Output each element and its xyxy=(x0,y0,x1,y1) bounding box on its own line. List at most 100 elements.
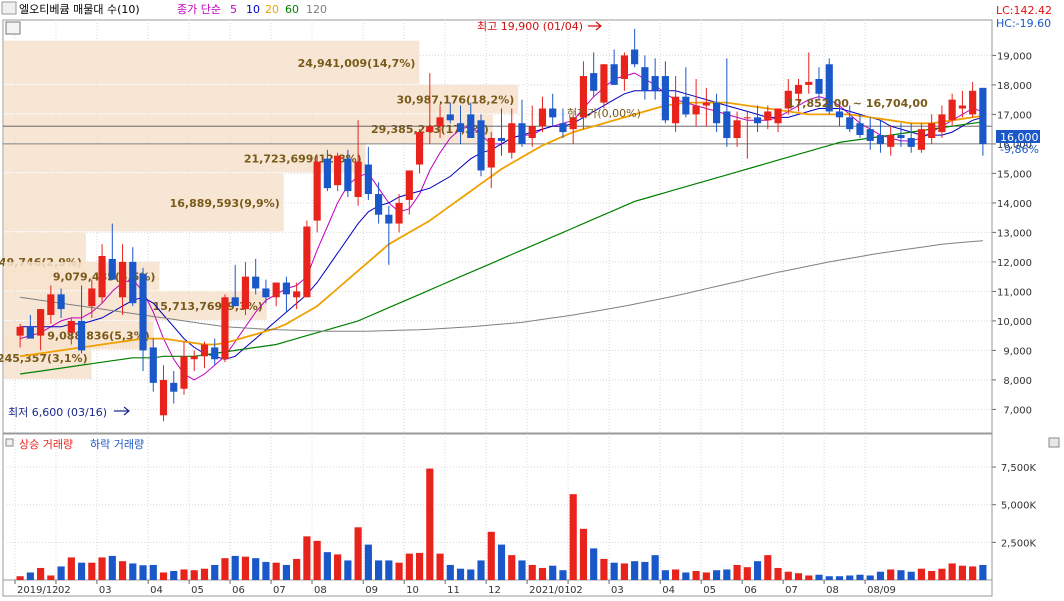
volume-bar xyxy=(897,570,905,580)
menu-icon[interactable] xyxy=(1,1,17,15)
volume-bar xyxy=(211,564,219,580)
candle-body xyxy=(948,99,956,121)
candle-body xyxy=(569,117,577,130)
candle xyxy=(641,55,649,100)
volume-bar xyxy=(764,555,772,580)
volume-bar xyxy=(805,575,813,580)
volume-profile-band xyxy=(4,84,519,114)
candle xyxy=(538,96,547,133)
candle xyxy=(866,117,874,150)
candle xyxy=(692,79,700,127)
volume-bar xyxy=(938,568,946,580)
candle xyxy=(26,315,34,339)
candle-body xyxy=(518,123,526,144)
candle-body xyxy=(702,102,710,106)
candle-body xyxy=(958,105,966,109)
volume-bar xyxy=(487,531,495,580)
candle-body xyxy=(897,135,905,138)
candle-body xyxy=(784,90,792,109)
volume-bar xyxy=(948,563,956,580)
candle-body xyxy=(528,126,536,138)
pane-maximize-icon[interactable] xyxy=(1048,437,1060,448)
candle xyxy=(129,247,137,307)
x-tick-label: 03 xyxy=(99,585,112,596)
candle-body xyxy=(323,158,331,189)
ma-line-20 xyxy=(19,101,984,358)
candle-body xyxy=(446,114,454,121)
volume-bar xyxy=(723,569,731,580)
volume-bar xyxy=(26,572,34,580)
volume-bar xyxy=(518,560,526,580)
volume-bar xyxy=(272,562,280,580)
candle-body xyxy=(866,129,874,141)
candle xyxy=(190,350,198,372)
candle-body xyxy=(600,64,608,103)
candle-body xyxy=(108,258,116,280)
candle-body xyxy=(753,117,762,124)
candle-body xyxy=(170,382,178,392)
volume-bar xyxy=(569,494,577,580)
candle xyxy=(938,105,946,138)
volume-bar xyxy=(139,565,147,580)
candle-body xyxy=(190,356,198,360)
candle-body xyxy=(313,161,321,221)
price-tick-label: 11,000 xyxy=(997,287,1032,298)
candle xyxy=(37,309,45,351)
candle xyxy=(303,220,311,298)
volume-bar xyxy=(846,575,854,580)
candle xyxy=(508,108,516,159)
x-tick-label: 02 xyxy=(570,585,583,596)
current-change-label: -9,86% xyxy=(1000,143,1039,156)
candle-body xyxy=(37,309,45,336)
volume-bar xyxy=(610,562,618,580)
volume-profile-label: 21,723,699(12,8%) xyxy=(244,153,362,166)
current-price-label: 16,000 xyxy=(1000,131,1039,144)
volume-bar xyxy=(57,566,65,580)
volume-profile-band xyxy=(4,40,420,84)
volume-bar xyxy=(631,561,639,580)
volume-bar xyxy=(98,557,106,580)
x-tick-label: 11 xyxy=(447,585,460,596)
candle-body xyxy=(477,120,485,171)
volume-bar xyxy=(415,552,424,580)
candle-body xyxy=(549,108,557,118)
volume-bar xyxy=(835,576,844,580)
candle-body xyxy=(415,132,424,165)
volume-bar xyxy=(928,570,936,580)
candle xyxy=(825,58,833,115)
candle xyxy=(846,105,854,133)
candle-body xyxy=(682,96,690,115)
candle xyxy=(794,79,803,112)
candle-body xyxy=(733,120,741,138)
volume-bar xyxy=(866,575,874,580)
grid-icon[interactable] xyxy=(5,21,21,35)
x-tick-label: 07 xyxy=(785,585,798,596)
volume-bar xyxy=(334,554,342,580)
candle-body xyxy=(129,261,137,304)
candle-body xyxy=(159,379,168,416)
candle-body xyxy=(487,138,495,168)
price-tick-label: 17,000 xyxy=(997,110,1032,121)
candle xyxy=(497,108,506,156)
volume-bar xyxy=(825,576,833,580)
x-tick-label: 08 xyxy=(314,585,327,596)
price-tick-label: 12,000 xyxy=(997,258,1032,269)
candle-body xyxy=(723,111,731,138)
candle-body xyxy=(118,261,127,298)
candle xyxy=(969,81,977,118)
current-band-label: 현재가(0,00%) xyxy=(567,107,641,120)
x-tick-label: 06 xyxy=(232,585,245,596)
volume-bar xyxy=(508,555,516,580)
candle xyxy=(272,282,280,307)
price-tick-label: 19,000 xyxy=(997,51,1032,62)
candle xyxy=(426,73,434,144)
volume-bar xyxy=(180,569,188,580)
x-tick-label: 03 xyxy=(611,585,624,596)
candle-body xyxy=(252,276,260,289)
volume-menu-icon[interactable] xyxy=(5,438,14,447)
candle xyxy=(200,341,209,369)
x-tick-label: 12 xyxy=(488,585,501,596)
candle xyxy=(712,93,721,133)
